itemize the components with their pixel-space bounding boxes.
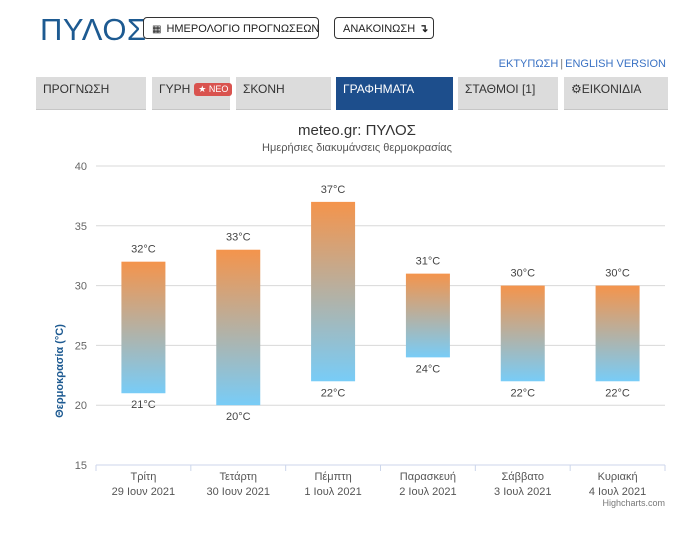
high-temp-label: 33°C bbox=[226, 232, 251, 244]
y-tick-label: 25 bbox=[75, 340, 87, 352]
tab-icons[interactable]: ⚙ΕΙΚΟΝΙΔΙΑ bbox=[564, 77, 668, 110]
credits-link[interactable]: Highcharts.com bbox=[602, 498, 665, 508]
tab-stations[interactable]: ΣΤΑΘΜΟΙ [1] bbox=[458, 77, 558, 110]
forecast-calendar-label: ΗΜΕΡΟΛΟΓΙΟ ΠΡΟΓΝΩΣΕΩΝ bbox=[166, 23, 320, 35]
tab-icons-label: ΕΙΚΟΝΙΔΙΑ bbox=[581, 82, 642, 96]
low-temp-label: 22°C bbox=[510, 387, 535, 399]
temperature-range-bar bbox=[311, 201, 356, 382]
tab-pollen[interactable]: ΓΥΡΗ ★ ΝΕΟ bbox=[152, 77, 233, 110]
x-category-date: 2 Ιουλ 2021 bbox=[399, 486, 456, 498]
x-category-day: Τετάρτη bbox=[219, 471, 257, 483]
high-temp-label: 30°C bbox=[510, 268, 535, 280]
high-temp-label: 31°C bbox=[416, 256, 441, 268]
page-title: ΠΥΛΟΣ bbox=[40, 12, 147, 47]
high-temp-label: 30°C bbox=[605, 268, 630, 280]
temperature-range-bar bbox=[121, 261, 166, 394]
print-link[interactable]: ΕΚΤΥΠΩΣΗ bbox=[498, 58, 559, 70]
temperature-range-bar bbox=[405, 273, 450, 358]
y-axis-title: Θερμοκρασία (°C) bbox=[54, 324, 66, 418]
x-category-date: 29 Ιουν 2021 bbox=[112, 486, 176, 498]
tab-stations-label: ΣΤΑΘΜΟΙ [1] bbox=[465, 82, 536, 96]
low-temp-label: 22°C bbox=[321, 387, 346, 399]
star-icon: ★ bbox=[198, 84, 207, 94]
chart-subtitle: Ημερήσιες διακυμάνσεις θερμοκρασίας bbox=[262, 142, 452, 154]
x-category-date: 3 Ιουλ 2021 bbox=[494, 486, 551, 498]
english-version-link[interactable]: ENGLISH VERSION bbox=[565, 58, 666, 70]
tab-graphs-label: ΓΡΑΦΗΜΑΤΑ bbox=[343, 82, 415, 96]
temperature-range-bar bbox=[216, 249, 261, 406]
header-links: ΕΚΤΥΠΩΣΗ | ENGLISH VERSION bbox=[499, 58, 666, 70]
calendar-icon: ▦ bbox=[152, 24, 162, 35]
tab-dust[interactable]: ΣΚΟΝΗ bbox=[236, 77, 331, 110]
link-separator: | bbox=[560, 58, 564, 70]
x-category-date: 30 Ιουν 2021 bbox=[206, 486, 270, 498]
low-temp-label: 21°C bbox=[131, 399, 156, 411]
x-category-date: 4 Ιουλ 2021 bbox=[589, 486, 646, 498]
low-temp-label: 20°C bbox=[226, 411, 251, 423]
y-tick-label: 40 bbox=[75, 161, 87, 173]
x-category-day: Παρασκευή bbox=[400, 471, 456, 483]
x-category-day: Κυριακή bbox=[598, 471, 638, 483]
gear-icon: ⚙ bbox=[571, 82, 582, 96]
chart-title: meteo.gr: ΠΥΛΟΣ bbox=[298, 122, 416, 139]
high-temp-label: 37°C bbox=[321, 184, 346, 196]
new-badge: ★ ΝΕΟ bbox=[194, 83, 233, 96]
temperature-range-bar bbox=[500, 285, 545, 382]
x-category-day: Πέμπτη bbox=[314, 471, 351, 483]
x-category-day: Σάββατο bbox=[502, 471, 544, 483]
announcement-button[interactable]: ΑΝΑΚΟΙΝΩΣΗ ↴ bbox=[334, 17, 434, 39]
tab-pollen-label: ΓΥΡΗ bbox=[159, 82, 191, 96]
temperature-range-bar bbox=[595, 285, 640, 382]
new-badge-label: ΝΕΟ bbox=[208, 84, 229, 94]
arrow-down-icon: ↴ bbox=[419, 23, 429, 35]
high-temp-label: 32°C bbox=[131, 244, 156, 256]
x-category-day: Τρίτη bbox=[130, 471, 156, 483]
low-temp-label: 22°C bbox=[605, 387, 630, 399]
y-tick-label: 20 bbox=[75, 400, 87, 412]
y-tick-label: 35 bbox=[75, 221, 87, 233]
tab-forecast-label: ΠΡΟΓΝΩΣΗ bbox=[43, 82, 110, 96]
tab-graphs[interactable]: ΓΡΑΦΗΜΑΤΑ bbox=[336, 77, 453, 110]
forecast-calendar-button[interactable]: ▦ ΗΜΕΡΟΛΟΓΙΟ ΠΡΟΓΝΩΣΕΩΝ bbox=[143, 17, 319, 39]
x-category-date: 1 Ιουλ 2021 bbox=[304, 486, 361, 498]
y-tick-label: 15 bbox=[75, 460, 87, 472]
temperature-chart: meteo.gr: ΠΥΛΟΣ Ημερήσιες διακυμάνσεις θ… bbox=[54, 122, 666, 508]
y-tick-label: 30 bbox=[75, 281, 87, 293]
low-temp-label: 24°C bbox=[416, 363, 441, 375]
tab-dust-label: ΣΚΟΝΗ bbox=[243, 82, 285, 96]
tab-forecast[interactable]: ΠΡΟΓΝΩΣΗ bbox=[36, 77, 146, 110]
announcement-label: ΑΝΑΚΟΙΝΩΣΗ bbox=[343, 23, 416, 35]
